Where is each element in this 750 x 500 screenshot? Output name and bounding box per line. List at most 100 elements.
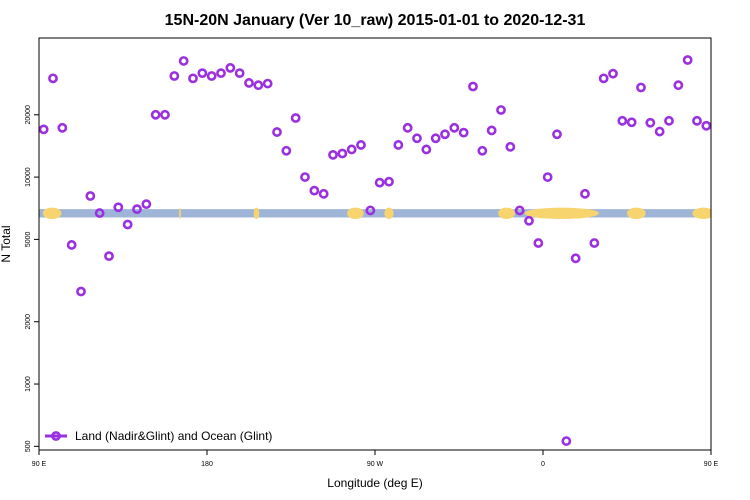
data-point	[76, 286, 86, 297]
data-point	[169, 71, 180, 81]
data-point	[449, 122, 460, 133]
data-point	[458, 127, 469, 138]
data-point	[244, 78, 254, 88]
data-point	[505, 141, 516, 152]
x-tick-label: 180	[201, 461, 213, 468]
legend: Land (Nadir&Glint) and Ocean (Glint)	[45, 429, 272, 443]
data-point	[682, 55, 693, 65]
x-tick-label: 90 W	[367, 461, 384, 468]
y-axis-ticks: 500 1000 2000 5000 10000 20000	[25, 105, 39, 452]
data-point	[262, 78, 273, 89]
data-point	[48, 73, 58, 84]
y-tick-label: 10000	[25, 167, 32, 187]
data-point	[160, 109, 170, 120]
data-point	[66, 240, 77, 250]
data-point	[290, 113, 301, 123]
data-point	[654, 126, 665, 137]
data-point	[533, 238, 544, 248]
data-point	[141, 199, 152, 210]
data-point	[486, 125, 497, 136]
data-point	[617, 115, 628, 126]
ocean-band	[39, 209, 711, 218]
data-point	[113, 202, 124, 213]
y-tick-label: 1000	[25, 376, 32, 392]
data-point	[356, 140, 366, 150]
land-patch	[347, 207, 364, 219]
data-point	[552, 129, 562, 140]
data-point	[468, 81, 478, 92]
y-tick-label: 500	[25, 440, 32, 452]
data-point	[664, 115, 674, 126]
data-point	[402, 122, 413, 133]
data-point	[701, 120, 711, 131]
data-point	[197, 68, 208, 79]
data-point	[178, 56, 189, 66]
data-point	[393, 140, 404, 150]
data-point	[132, 204, 142, 215]
data-point	[374, 177, 385, 188]
data-point	[328, 150, 338, 160]
data-point	[104, 251, 114, 262]
data-point	[514, 205, 525, 216]
data-point	[384, 176, 394, 187]
data-point	[206, 71, 217, 81]
y-tick-label: 2000	[25, 314, 32, 330]
data-point	[337, 148, 348, 159]
data-point	[318, 188, 329, 199]
data-point	[57, 122, 68, 133]
data-point	[645, 117, 656, 128]
data-point	[626, 117, 637, 128]
plot-frame	[38, 37, 712, 451]
x-axis-ticks: 90 E 180 90 W 0 90 E	[32, 450, 719, 468]
data-point	[346, 144, 357, 155]
data-point	[421, 144, 432, 155]
data-point	[272, 127, 282, 137]
land-patch	[179, 207, 181, 219]
land-patch	[524, 207, 600, 219]
data-point	[412, 133, 422, 144]
data-point	[589, 238, 600, 248]
data-point	[440, 129, 450, 140]
land-ocean-band	[39, 207, 711, 219]
y-axis-label: N Total	[0, 225, 13, 262]
data-point	[636, 82, 646, 93]
data-point	[300, 172, 310, 182]
data-point	[524, 215, 534, 226]
land-patch	[627, 207, 646, 219]
data-point	[542, 172, 553, 182]
data-point	[94, 208, 105, 218]
data-point	[150, 109, 161, 120]
data-point	[188, 73, 198, 84]
data-point	[496, 105, 506, 115]
data-point	[216, 68, 226, 79]
land-patch	[498, 207, 515, 219]
x-tick-label: 90 E	[704, 461, 719, 468]
chart-title: 15N-20N January (Ver 10_raw) 2015-01-01 …	[165, 12, 586, 29]
land-patch	[42, 207, 62, 219]
x-tick-label: 0	[541, 461, 545, 468]
data-point	[430, 133, 441, 144]
data-point	[309, 185, 320, 196]
y-tick-label: 20000	[25, 105, 32, 125]
x-tick-label: 90 E	[32, 461, 47, 468]
data-point	[608, 68, 618, 79]
legend-marker	[51, 431, 61, 441]
data-point	[561, 436, 572, 446]
data-point	[122, 219, 133, 230]
data-points	[39, 55, 711, 446]
data-point	[39, 124, 49, 135]
land-patch	[253, 207, 260, 219]
land-patch	[692, 207, 711, 219]
legend-label: Land (Nadir&Glint) and Ocean (Glint)	[75, 429, 272, 443]
data-point	[85, 191, 96, 201]
data-point	[234, 68, 245, 79]
data-point	[692, 115, 702, 126]
land-patch	[384, 207, 394, 219]
data-point	[365, 205, 376, 216]
data-point	[580, 188, 590, 199]
y-tick-label: 5000	[25, 231, 32, 247]
data-point	[570, 253, 581, 264]
data-point	[673, 80, 684, 91]
x-axis-label: Longitude (deg E)	[327, 476, 422, 490]
